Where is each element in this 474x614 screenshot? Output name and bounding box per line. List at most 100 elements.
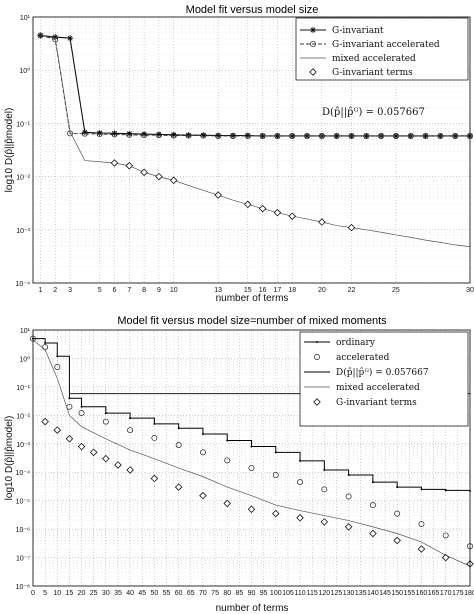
data-point <box>250 445 253 448</box>
y-tick-label: 10⁻² <box>16 413 30 420</box>
y-tick-label: 10⁻⁴ <box>16 470 31 477</box>
data-point <box>289 133 296 139</box>
data-point <box>201 433 204 436</box>
legend-marker <box>310 27 316 33</box>
data-point <box>452 133 459 139</box>
x-tick-label: 80 <box>223 590 231 597</box>
data-point <box>141 132 148 139</box>
chart-2-y-ticks: 10⁻⁸ 10⁻⁷ 10⁻⁶ 10⁻⁵ 10⁻⁴ 10⁻³ 10⁻² 10⁻¹ 10⁰ 10¹ <box>16 328 31 591</box>
data-point <box>407 133 414 139</box>
data-point <box>272 509 280 518</box>
data-point <box>274 451 277 454</box>
x-tick-label: 25 <box>392 287 400 294</box>
data-point <box>102 454 110 463</box>
x-tick-label: 35 <box>114 590 122 597</box>
data-point <box>111 130 118 137</box>
series-line <box>32 339 471 567</box>
data-point <box>230 133 236 139</box>
data-point <box>333 132 340 139</box>
data-point <box>56 355 59 358</box>
data-point <box>273 208 282 217</box>
data-point <box>80 405 83 408</box>
data-point <box>258 204 267 213</box>
data-point <box>444 489 447 492</box>
data-point <box>394 510 401 517</box>
x-tick-label: 155 <box>403 590 415 597</box>
legend-entry: accelerated <box>314 353 390 363</box>
data-point <box>274 133 281 139</box>
chart-2-y-axis-label: log10 D(p̂||p̂model) <box>3 416 15 501</box>
x-tick-label: 165 <box>428 590 440 597</box>
x-tick-label: 17 <box>274 287 282 294</box>
x-tick-label: 9 <box>157 287 161 294</box>
y-tick-label: 10⁻³ <box>16 442 30 449</box>
data-point <box>96 130 103 136</box>
data-point <box>442 532 449 539</box>
legend-entry: mixed accelerated <box>304 383 420 393</box>
data-point <box>170 131 177 138</box>
x-tick-label: 7 <box>127 287 131 294</box>
data-point <box>175 442 182 449</box>
x-tick-label: 145 <box>379 590 391 597</box>
x-tick-label: 20 <box>318 287 326 294</box>
data-point <box>199 449 206 456</box>
data-point <box>150 474 159 483</box>
data-point <box>200 132 207 139</box>
legend-entry: ordinary <box>304 338 376 348</box>
data-point <box>104 412 107 415</box>
data-point <box>392 132 399 139</box>
data-point <box>224 457 231 464</box>
data-point <box>396 486 399 489</box>
data-point <box>126 130 133 137</box>
x-tick-label: 110 <box>294 590 305 597</box>
data-point <box>52 36 59 43</box>
data-point <box>344 523 353 531</box>
data-point <box>114 461 122 469</box>
data-point <box>89 448 98 457</box>
x-tick-label: 115 <box>307 590 318 597</box>
data-point <box>321 486 328 493</box>
legend-entry: G-invariant <box>300 26 384 36</box>
y-tick-label: 10⁻¹ <box>16 385 30 392</box>
data-point <box>418 521 425 528</box>
chart-1-y-axis-label: log10 D(p̂||p̂model) <box>3 108 15 193</box>
data-point <box>53 426 62 434</box>
x-tick-label: 175 <box>452 590 464 597</box>
x-tick-label: 55 <box>163 590 171 597</box>
data-point <box>54 364 61 370</box>
chart-2: Model fit versus model size=number of mi… <box>3 315 474 614</box>
x-tick-label: 70 <box>199 590 207 597</box>
data-point <box>65 435 74 443</box>
data-point <box>77 442 86 451</box>
x-tick-label: 16 <box>259 287 267 294</box>
data-point <box>347 223 356 232</box>
y-tick-label: 10⁻⁷ <box>16 556 30 563</box>
y-tick-label: 10⁻³ <box>16 228 30 235</box>
x-tick-label: 40 <box>126 590 134 597</box>
chart-1-x-axis-label: number of terms <box>216 293 289 304</box>
data-point <box>96 131 103 138</box>
data-point <box>110 159 119 167</box>
chart-1-y-ticks: 10⁻⁴ 10⁻³ 10⁻² 10⁻¹ 10⁰ 10¹ <box>16 15 31 288</box>
data-point <box>127 427 134 434</box>
x-tick-label: 85 <box>235 590 243 597</box>
legend-label: G-invariant terms <box>332 68 413 78</box>
x-tick-label: 3 <box>68 287 72 294</box>
x-tick-label: 100 <box>270 590 282 597</box>
x-tick-label: 125 <box>331 590 343 597</box>
x-tick-label: 130 <box>343 590 355 597</box>
x-tick-label: 18 <box>288 287 296 294</box>
chart-2-legend: ordinary accelerated D(p̂||p̂ᴳ) = 0.057667… <box>299 331 469 427</box>
x-tick-label: 50 <box>150 590 158 597</box>
y-tick-label: 10⁻⁴ <box>16 281 31 288</box>
data-point <box>41 417 49 426</box>
data-point <box>378 133 385 139</box>
x-tick-label: 25 <box>90 590 98 597</box>
data-point <box>348 133 355 139</box>
data-point <box>299 459 302 462</box>
x-tick-label: 8 <box>142 287 146 294</box>
data-point <box>170 132 177 139</box>
x-tick-label: 90 <box>248 590 256 597</box>
x-tick-label: 120 <box>318 590 330 597</box>
legend-label: D(p̂||p̂ᴳ) = 0.057667 <box>336 367 429 378</box>
